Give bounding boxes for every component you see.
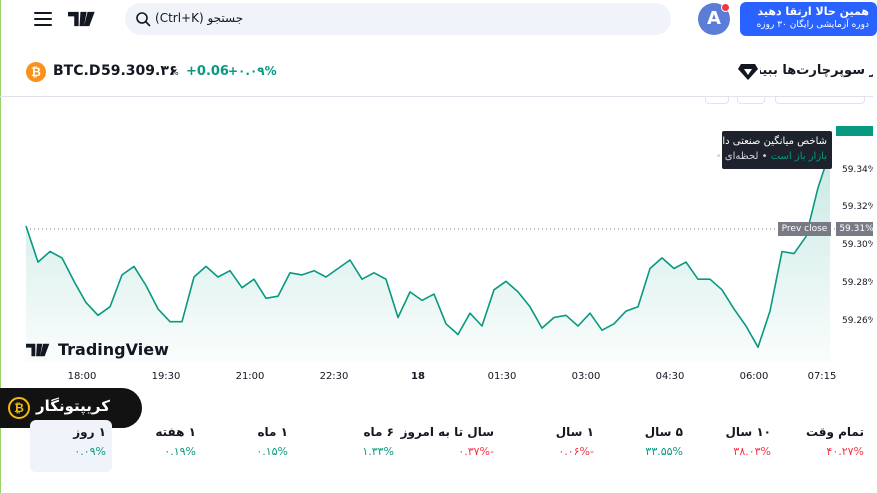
prev-close-value: 59.31% — [836, 222, 877, 236]
chart-toolbar-button[interactable] — [737, 96, 765, 104]
last-price-marker — [836, 126, 877, 136]
page-edge-line — [0, 0, 1, 493]
period-item[interactable]: سال تا به امروز -۰.۳۷% — [400, 420, 500, 472]
period-value: ۰.۱۹% — [164, 445, 196, 458]
x-axis-tick: 22:30 — [319, 371, 349, 382]
tooltip-separator: • — [712, 151, 722, 162]
period-label: ۵ سال — [644, 425, 683, 439]
period-item[interactable]: ۱ هفته ۰.۱۹% — [140, 420, 202, 472]
period-item[interactable]: ۱۰ سال ۳۸.۰۳% — [715, 420, 777, 472]
period-label: تمام وقت — [805, 425, 864, 439]
period-value: ۳۸.۰۳% — [733, 445, 771, 458]
watermark-text: TradingView — [58, 340, 169, 359]
chart-toolbar-button[interactable] — [775, 96, 865, 104]
period-value: -۰.۳۷% — [458, 445, 494, 458]
period-item[interactable]: ۵ سال ۳۳.۵۵% — [627, 420, 689, 472]
y-axis-tick: 59.28% — [842, 278, 877, 288]
symbol-change: +0.06 — [186, 64, 229, 79]
symbol-tooltip: شاخص میانگین صنعتی داو جونز بازار باز اس… — [693, 131, 832, 169]
badge-text: کریپتونگار — [36, 397, 110, 415]
top-bar: جستجو (Ctrl+K) A همین حالا ارتقا دهید دو… — [0, 0, 877, 44]
supercharts-promo-link[interactable]: ر سوپرچارت‌ها ببینید — [760, 62, 877, 82]
period-label: ۱ هفته — [155, 425, 196, 439]
price-chart[interactable] — [0, 97, 877, 397]
tooltip-source: TVC — [692, 151, 713, 162]
period-item[interactable]: ۱ سال -۰.۰۶% — [538, 420, 600, 472]
y-axis-tick: 59.26% — [842, 316, 877, 326]
menu-icon[interactable] — [34, 12, 52, 26]
y-axis-tick: 59.32% — [842, 202, 877, 212]
bitcoin-icon: ₿ — [26, 62, 46, 82]
search-input[interactable]: جستجو (Ctrl+K) — [125, 3, 671, 35]
period-item[interactable]: تمام وقت ۴۰.۲۷% — [805, 420, 870, 472]
x-axis-tick: 04:30 — [655, 371, 685, 382]
period-label: ۱ سال — [555, 425, 594, 439]
notification-dot — [721, 3, 730, 12]
series-area — [26, 151, 830, 362]
x-axis-tick: 21:00 — [235, 371, 265, 382]
x-axis-tick: 19:30 — [151, 371, 181, 382]
period-item[interactable]: ۱ ماه ۰.۱۵% — [232, 420, 294, 472]
x-axis-tick: 06:00 — [739, 371, 769, 382]
symbol-unit: % — [171, 68, 179, 77]
upgrade-button[interactable]: همین حالا ارتقا دهید دوره آزمایشی رایگان… — [740, 2, 877, 36]
promo-text: ر سوپرچارت‌ها ببینید — [760, 63, 877, 78]
x-axis-tick: 18 — [411, 371, 425, 382]
tooltip-status: بازار باز است — [770, 151, 827, 162]
tradingview-logo-icon[interactable] — [68, 10, 100, 28]
upgrade-subtitle: دوره آزمایشی رایگان ۳۰ روزه — [756, 20, 869, 30]
tradingview-watermark-icon — [26, 343, 50, 357]
cryptonegar-badge: ₿ کریپتونگار — [0, 388, 142, 428]
period-item[interactable]: ۱ روز ۰.۰۹% — [30, 420, 112, 472]
period-value: ۰.۱۵% — [256, 445, 288, 458]
diamond-icon — [738, 64, 758, 80]
tooltip-meta: بازار باز است • لحظه‌ای • TVC — [693, 149, 827, 164]
tooltip-interval: لحظه‌ای — [724, 151, 759, 162]
divider — [0, 96, 877, 97]
x-axis-tick: 01:30 — [487, 371, 517, 382]
right-edge — [873, 44, 877, 493]
y-axis-tick: 59.30% — [842, 240, 877, 250]
period-label: ۱ روز — [73, 425, 106, 439]
period-value: ۱.۳۳% — [362, 445, 394, 458]
symbol-name[interactable]: BTC.D — [53, 63, 101, 79]
period-value: ۳۳.۵۵% — [645, 445, 683, 458]
symbol-change-percent: +۰.۰۹% — [228, 64, 277, 78]
period-label: سال تا به امروز — [400, 425, 494, 439]
x-axis-tick: 07:15 — [807, 371, 837, 382]
period-label: ۱۰ سال — [725, 425, 771, 439]
symbol-price: 59.309.۳۶ — [101, 63, 178, 79]
x-axis-tick: 18:00 — [67, 371, 97, 382]
cryptonegar-logo-icon: ₿ — [8, 397, 30, 419]
performance-periods: تمام وقت ۴۰.۲۷% ۱۰ سال ۳۸.۰۳% ۵ سال ۳۳.۵۵% ۱ س… — [0, 420, 877, 472]
tooltip-title: شاخص میانگین صنعتی داو جونز — [694, 136, 827, 147]
y-axis-tick: 59.34% — [842, 165, 877, 175]
prev-close-label: Prev close — [778, 222, 831, 236]
period-value: -۰.۰۶% — [558, 445, 594, 458]
period-item[interactable]: ۶ ماه ۱.۳۳% — [338, 420, 400, 472]
period-label: ۶ ماه — [363, 425, 394, 439]
search-icon — [136, 12, 151, 27]
x-axis-tick: 03:00 — [571, 371, 601, 382]
tooltip-separator: • — [758, 151, 768, 162]
chart-toolbar-button[interactable] — [705, 96, 729, 104]
period-value: ۴۰.۲۷% — [826, 445, 864, 458]
period-value: ۰.۰۹% — [74, 445, 106, 458]
series-line — [25, 151, 831, 348]
search-placeholder: جستجو (Ctrl+K) — [155, 11, 244, 25]
period-label: ۱ ماه — [257, 425, 288, 439]
upgrade-title: همین حالا ارتقا دهید — [757, 5, 869, 18]
